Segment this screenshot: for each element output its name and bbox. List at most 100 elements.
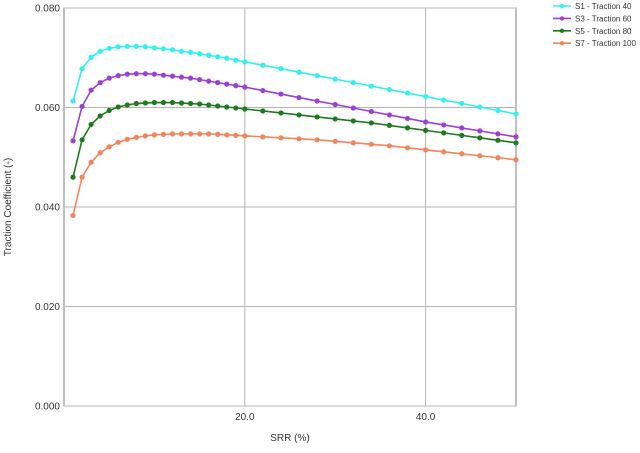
data-point [386,143,393,149]
data-point [260,87,266,94]
data-point [314,73,320,79]
data-point [187,49,194,55]
data-point [124,136,130,142]
data-point [332,116,338,122]
data-point [441,130,447,136]
data-point [233,132,239,138]
data-point [97,80,103,86]
y-tick-label: 0.000 [35,402,60,413]
data-point [233,83,239,89]
data-point [142,71,148,77]
data-point [88,54,94,60]
data-point [368,108,374,115]
data-point [124,102,130,108]
data-point [459,151,465,157]
data-point [332,76,338,82]
data-point [314,98,320,104]
data-point [296,69,302,75]
data-point [495,155,501,161]
data-point [215,131,221,137]
data-point [206,78,212,84]
data-point [79,103,85,110]
data-point [187,100,194,107]
data-point [368,141,374,147]
data-point [477,128,483,134]
data-point [133,43,139,49]
y-tick-label: 0.080 [35,4,60,15]
data-point [197,51,203,57]
data-point [169,47,176,53]
data-point [242,84,248,90]
data-point [115,104,121,110]
data-point [423,93,429,100]
data-point [495,131,501,137]
data-point [79,66,85,72]
data-point [242,59,248,65]
data-point [106,107,112,114]
data-point [160,131,167,137]
data-point [206,102,212,108]
data-point [106,75,112,81]
data-point [296,136,302,142]
data-point [206,131,212,137]
data-point [151,71,157,77]
data-point [133,100,139,107]
data-point [215,80,221,86]
data-point [332,101,338,108]
data-point [124,43,130,49]
data-point [278,91,284,97]
data-point [423,127,429,133]
data-point [368,120,374,126]
data-point [97,150,103,156]
data-point [79,137,85,143]
data-point [404,90,411,96]
data-point [260,108,266,114]
data-point [169,99,176,106]
legend-marker [559,16,565,21]
data-point [70,212,76,219]
data-point [477,135,483,141]
data-point [459,100,465,107]
y-axis-title: Traction Coefficient (-) [3,158,14,256]
data-point [115,73,121,79]
data-point [106,144,112,150]
data-point [296,94,302,101]
data-point [70,174,76,180]
data-point [79,174,85,180]
data-point [88,159,94,165]
data-point [423,147,429,153]
data-point [178,131,185,137]
data-point [178,74,185,80]
data-point [404,125,411,131]
data-point [278,110,284,116]
data-point [187,75,194,81]
data-point [368,83,374,89]
data-point [187,131,194,137]
data-point [513,134,519,140]
data-point [197,101,203,107]
data-point [88,87,94,93]
data-point [441,149,447,155]
legend-item: S1 - Traction 40 [553,2,632,11]
data-point [495,107,501,114]
data-point [215,54,221,60]
data-point [151,99,157,106]
data-point [404,145,411,151]
legend-marker [559,3,565,9]
data-point [97,48,103,54]
data-point [260,62,266,68]
series-1 [70,43,519,117]
series-4 [70,131,519,219]
data-point [178,100,185,106]
data-point [513,157,519,163]
data-point [197,77,203,83]
data-point [142,100,148,106]
data-point [160,72,167,78]
data-point [513,111,519,117]
data-point [386,112,393,118]
y-tick-label: 0.060 [35,103,60,114]
data-point [178,48,185,54]
